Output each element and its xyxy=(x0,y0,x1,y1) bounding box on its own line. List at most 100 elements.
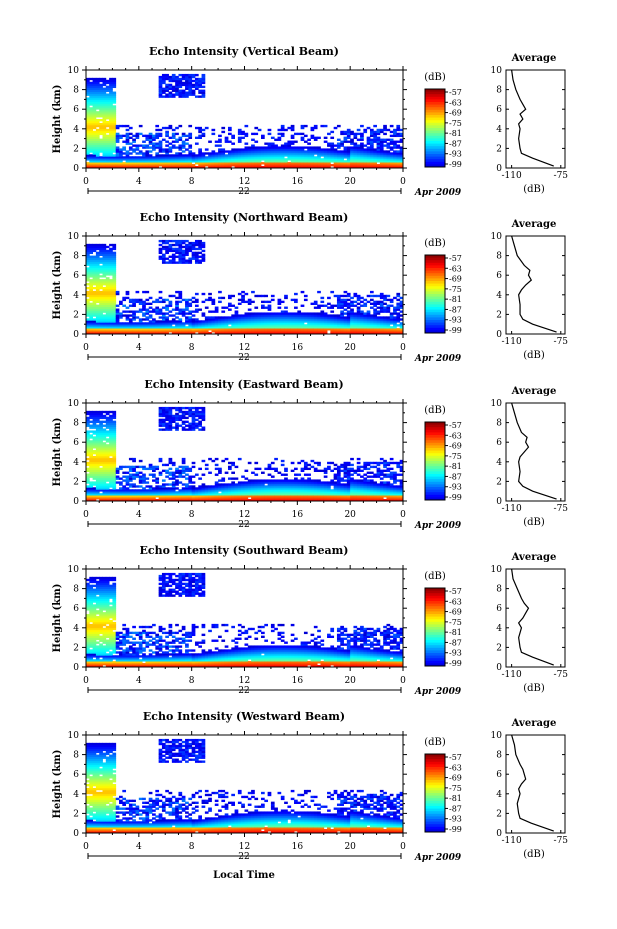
heatmap-cell xyxy=(99,286,103,290)
month-year-label: Apr 2009 xyxy=(414,354,462,364)
heatmap-cell xyxy=(261,304,265,307)
heatmap-cell xyxy=(128,465,133,469)
heatmap-cell xyxy=(241,294,245,298)
heatmap-cell xyxy=(185,148,189,151)
heatmap-cell xyxy=(336,158,341,161)
heatmap-cell xyxy=(86,255,90,258)
heatmap-cell xyxy=(99,471,103,474)
heatmap-cell xyxy=(221,126,226,130)
heatmap-cell xyxy=(92,81,97,85)
heatmap-cell xyxy=(92,461,97,465)
heatmap-cell xyxy=(89,160,94,163)
heatmap-cell xyxy=(181,162,186,165)
heatmap-cell xyxy=(264,162,269,165)
heatmap-cell xyxy=(330,130,335,134)
heatmap-cell xyxy=(115,160,120,163)
heatmap-cell xyxy=(105,279,110,282)
heatmap-cell xyxy=(201,483,206,486)
heatmap-cell xyxy=(257,493,262,496)
heatmap-cell xyxy=(188,154,193,157)
heatmap-cell xyxy=(274,457,278,461)
heatmap-cell xyxy=(119,302,123,305)
heatmap-cell xyxy=(310,318,315,321)
heatmap-cell xyxy=(234,491,239,494)
heatmap-cell xyxy=(188,259,193,262)
heatmap-cell xyxy=(330,156,335,159)
heatmap-cell xyxy=(89,162,94,165)
heatmap-cell xyxy=(178,95,183,98)
heatmap-cell xyxy=(142,304,146,307)
heatmap-cell xyxy=(109,140,113,143)
heatmap-cell xyxy=(112,243,117,247)
heatmap-cell xyxy=(86,111,90,114)
heatmap-cell xyxy=(234,324,239,327)
heatmap-cell xyxy=(105,103,110,106)
heatmap-cell xyxy=(198,320,202,323)
heatmap-cell xyxy=(231,294,235,298)
heatmap-cell xyxy=(95,306,100,309)
heatmap-cell xyxy=(105,465,110,469)
heatmap-cell xyxy=(109,290,113,294)
heatmap-cell xyxy=(158,489,163,492)
heatmap-cell xyxy=(89,457,94,461)
heatmap-cell xyxy=(95,426,100,429)
heatmap-cell xyxy=(333,318,338,321)
heatmap-cell xyxy=(261,306,265,309)
heatmap-cell xyxy=(168,85,173,89)
heatmap-cell xyxy=(300,477,305,480)
heatmap-cell xyxy=(261,328,265,331)
heatmap-cell xyxy=(135,144,140,147)
heatmap-cell xyxy=(161,154,166,157)
heatmap-cell xyxy=(161,79,166,83)
heatmap-cell xyxy=(386,150,391,153)
heatmap-cell xyxy=(145,162,150,165)
colorbar-swatch xyxy=(425,330,445,334)
heatmap-cell xyxy=(86,412,90,416)
heatmap-cell xyxy=(383,154,387,157)
heatmap-cell xyxy=(350,308,354,311)
heatmap-cell xyxy=(211,459,216,463)
heatmap-cell xyxy=(109,267,113,270)
heatmap-cell xyxy=(99,247,103,251)
heatmap-cell xyxy=(89,109,94,112)
heatmap-cell xyxy=(132,158,136,161)
heatmap-cell xyxy=(277,493,282,496)
heatmap-cell xyxy=(99,479,103,482)
heatmap-cell xyxy=(161,156,166,159)
heatmap-cell xyxy=(86,489,90,492)
heatmap-cell xyxy=(86,438,90,441)
heatmap-cell xyxy=(109,444,113,447)
heatmap-cell xyxy=(208,493,212,496)
heatmap-cell xyxy=(383,302,387,305)
heatmap-cell xyxy=(99,97,103,100)
heatmap-cell xyxy=(188,406,193,410)
heatmap-cell xyxy=(86,113,90,116)
heatmap-cell xyxy=(294,499,298,502)
heatmap-cell xyxy=(244,132,249,136)
heatmap-cell xyxy=(350,304,354,307)
heatmap-cell xyxy=(92,117,97,120)
heatmap-cell xyxy=(109,255,113,258)
heatmap-cell xyxy=(297,487,302,490)
heatmap-cell xyxy=(95,434,100,437)
heatmap-cell xyxy=(317,316,321,319)
heatmap-cell xyxy=(165,89,169,92)
y-tick-label: 0 xyxy=(73,330,79,340)
heatmap-cell xyxy=(300,318,305,321)
heatmap-cell xyxy=(303,491,308,494)
heatmap-cell xyxy=(340,312,344,315)
heatmap-cell xyxy=(270,160,275,163)
heatmap-cell xyxy=(264,154,269,157)
heatmap-cell xyxy=(234,150,239,153)
heatmap-cell xyxy=(340,330,344,333)
heatmap-cell xyxy=(294,158,298,161)
heatmap-cell xyxy=(247,320,252,323)
heatmap-cell xyxy=(379,128,384,132)
heatmap-cell xyxy=(303,324,308,327)
heatmap-cell xyxy=(175,422,179,425)
heatmap-cell xyxy=(244,158,249,161)
heatmap-cell xyxy=(399,326,404,329)
heatmap-cell xyxy=(297,148,302,151)
heatmap-cell xyxy=(333,166,338,169)
heatmap-cell xyxy=(376,332,381,335)
